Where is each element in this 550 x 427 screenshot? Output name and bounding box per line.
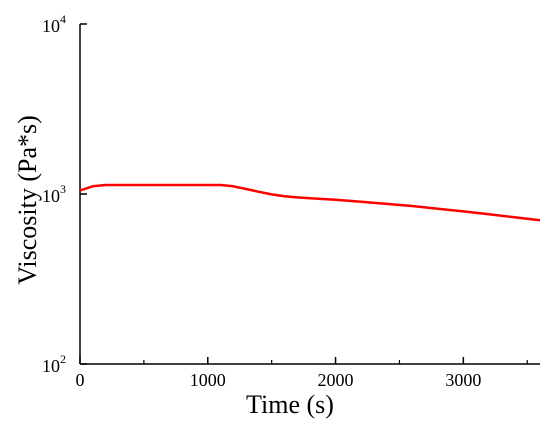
y-axis-title: Viscosity (Pa*s) xyxy=(13,115,42,285)
series-line-0 xyxy=(79,183,541,222)
series-layer xyxy=(79,183,541,222)
y-tick-label: 103 xyxy=(42,182,66,206)
axes xyxy=(79,24,540,365)
tick-labels: 0 1000 2000 3000 102 103 104 xyxy=(42,12,481,390)
x-axis-title: Time (s) xyxy=(246,390,334,419)
x-tick-label: 2000 xyxy=(318,370,354,390)
x-tick-label: 0 xyxy=(76,370,85,390)
y-tick-label: 102 xyxy=(42,352,66,376)
x-tick-label: 1000 xyxy=(190,370,226,390)
y-tick-label: 104 xyxy=(42,12,66,36)
x-tick-label: 3000 xyxy=(445,370,481,390)
ticks xyxy=(79,23,528,365)
